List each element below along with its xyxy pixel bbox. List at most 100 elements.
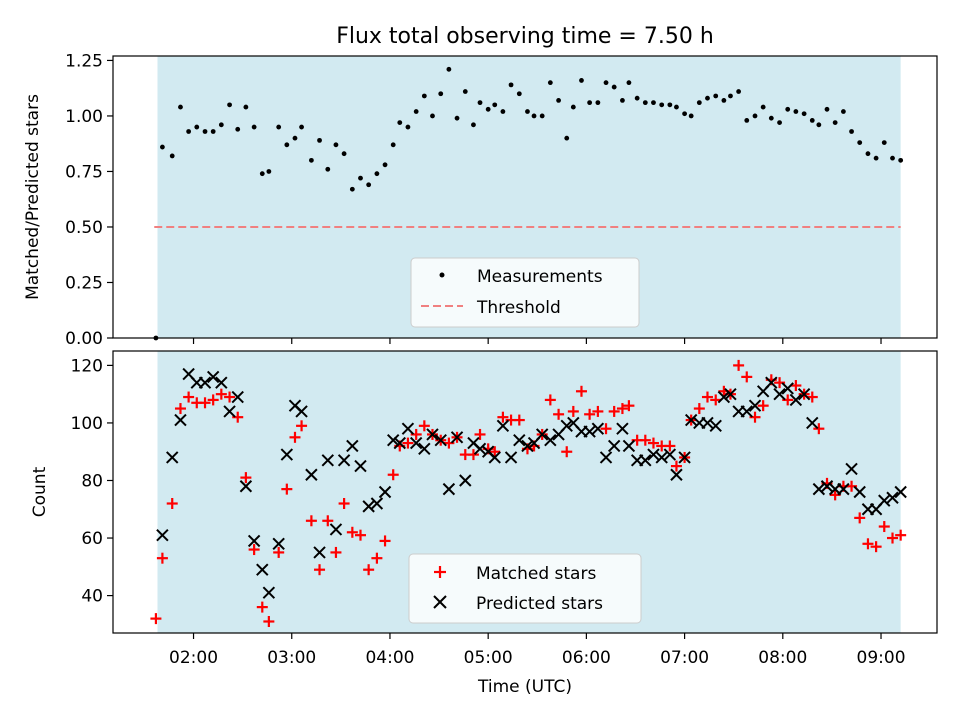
predicted-point (362, 500, 375, 513)
measurement-point (358, 175, 363, 181)
matched-point (854, 512, 866, 524)
count-plot-frame (112, 350, 938, 634)
measurement-point (284, 142, 290, 148)
matched-point (199, 397, 211, 409)
predicted-point (740, 405, 753, 418)
matched-point (489, 446, 501, 458)
predicted-point (321, 454, 334, 467)
predicted-point (789, 393, 803, 407)
predicted-point (535, 428, 549, 441)
predicted-point (409, 436, 423, 450)
predicted-point (622, 439, 636, 453)
predicted-point (280, 448, 294, 461)
measurement-point (752, 113, 758, 119)
predicted-point (781, 382, 794, 395)
predicted-point (329, 523, 343, 536)
predicted-point (797, 387, 811, 401)
matched-point (870, 541, 882, 553)
matched-point (497, 411, 509, 423)
measurement-point (317, 137, 322, 143)
measurement-point (634, 95, 640, 101)
measurement-point (873, 155, 879, 161)
measurement-point (626, 80, 632, 86)
predicted-point (239, 480, 253, 493)
matched-point (418, 420, 430, 432)
measurement-point (492, 102, 498, 108)
measurement-point (849, 129, 854, 134)
predicted-point (418, 442, 431, 456)
predicted-point (378, 485, 392, 499)
predicted-point (370, 497, 384, 510)
matched-point (156, 552, 168, 564)
matched-point (322, 515, 334, 527)
predicted-point (724, 387, 737, 401)
predicted-point (701, 416, 714, 430)
matched-point (207, 394, 219, 406)
predicted-point (247, 534, 261, 548)
matched-point (575, 385, 587, 397)
count-ytick-label: 80 (81, 471, 103, 491)
predicted-point (678, 451, 691, 464)
measurement-point (587, 100, 593, 106)
measurement-point (865, 151, 871, 157)
measurement-point (276, 124, 282, 130)
matched-point (273, 546, 285, 558)
measurement-point (642, 100, 648, 106)
matched-point (878, 521, 890, 533)
matched-point (553, 408, 565, 420)
predicted-point (853, 485, 866, 499)
measurement-point (721, 98, 727, 103)
measurement-point (785, 106, 791, 112)
measurement-point (218, 122, 224, 128)
legend-threshold-label: Threshold (476, 298, 561, 318)
predicted-point (459, 474, 472, 487)
count-ylabel: Count (30, 466, 50, 517)
matched-point (289, 431, 301, 443)
matched-point (664, 440, 676, 452)
matched-point (813, 423, 825, 435)
matched-point (354, 529, 366, 541)
matched-point (513, 414, 525, 426)
count-legend: Matched stars Predicted stars (408, 553, 642, 624)
matched-point (670, 460, 682, 472)
legend-matched-label: Matched stars (476, 564, 596, 584)
predicted-point (434, 433, 447, 447)
count-xtick-label: 08:00 (758, 648, 807, 668)
measurement-point (292, 135, 298, 141)
predicted-point (156, 528, 169, 542)
matched-point (387, 469, 399, 481)
measurement-point (366, 182, 372, 188)
count-xtick-label: 03:00 (267, 648, 316, 668)
measurement-point (227, 102, 232, 108)
predicted-point (591, 422, 605, 435)
measurement-point (564, 135, 570, 141)
predicted-point (262, 586, 276, 599)
matched-point (561, 446, 573, 458)
matched-point (371, 552, 383, 564)
predicted-point (765, 376, 778, 389)
measurement-point (471, 122, 476, 128)
ratio-ytick-label: 1.00 (65, 107, 103, 127)
matched-point (338, 498, 350, 510)
predicted-point (513, 433, 526, 447)
predicted-point (886, 491, 899, 504)
count-ytick-label: 120 (71, 356, 103, 376)
measurement-point (556, 98, 561, 103)
matched-point (363, 564, 375, 576)
matched-point (256, 601, 268, 613)
measurement-point (516, 91, 522, 97)
ratio-ytick-label: 1.25 (65, 51, 103, 71)
measurement-point (728, 93, 733, 99)
predicted-point (401, 422, 415, 435)
measurement-point (547, 80, 553, 86)
matched-point (639, 434, 651, 446)
ratio-plot-frame (112, 55, 938, 339)
measurement-point (857, 140, 863, 145)
predicted-point (684, 413, 698, 427)
measurement-point (674, 104, 679, 110)
predicted-point (295, 405, 308, 418)
matched-point (567, 405, 579, 417)
matched-point (240, 472, 252, 484)
measurement-point (508, 82, 514, 88)
measurement-point (194, 124, 200, 130)
